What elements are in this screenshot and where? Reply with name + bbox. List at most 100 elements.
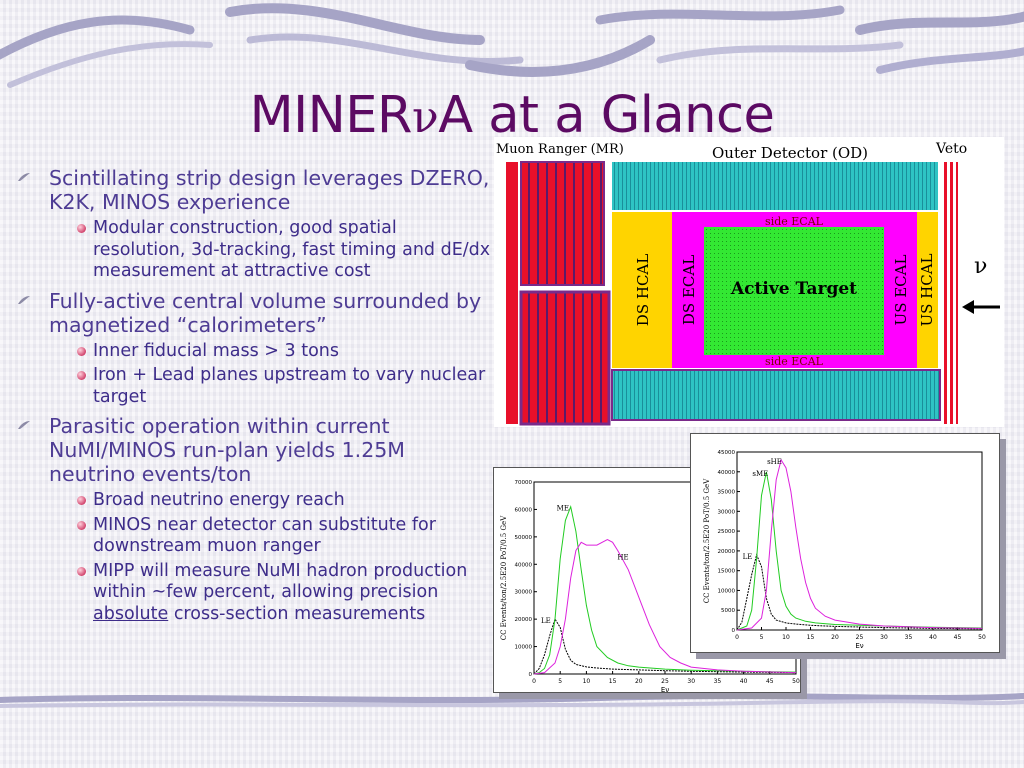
y-tick-label: 15000 <box>718 569 736 575</box>
us-hcal-block <box>917 212 938 368</box>
muon-ranger-label: Muon Ranger (MR) <box>496 142 624 157</box>
us-ecal-label: US ECAL <box>892 255 910 326</box>
bullet-marker-icon <box>18 421 30 429</box>
plot-frame <box>736 451 983 631</box>
outer-detector-label: Outer Detector (OD) <box>712 144 868 162</box>
bullet-item: Fully-active central volume surrounded b… <box>14 289 492 337</box>
neutrino-symbol: ν <box>974 254 987 279</box>
x-tick-label: 35 <box>905 634 913 641</box>
bullet-list: Scintillating strip design leverages DZE… <box>14 166 492 631</box>
bullet-group: Scintillating strip design leverages DZE… <box>14 166 492 283</box>
sub-bullet-text: Iron + Lead planes upstream to vary nucl… <box>93 365 486 407</box>
x-tick-label: 45 <box>766 678 774 685</box>
series-label-le: LE <box>541 617 551 625</box>
series-label-sme: sME <box>752 470 768 478</box>
y-tick-label: 30000 <box>718 509 736 515</box>
bullet-group: Fully-active central volume surrounded b… <box>14 289 492 409</box>
x-tick-label: 15 <box>807 634 815 641</box>
bullet-marker-icon <box>18 173 30 181</box>
y-tick-label: 40000 <box>718 470 736 476</box>
y-tick-label: 45000 <box>718 450 736 456</box>
ds-ecal-label: DS ECAL <box>680 255 698 325</box>
series-label-she: sHE <box>767 458 782 466</box>
x-axis-label: Eν <box>661 686 669 692</box>
sub-bullet-item: Broad neutrino energy reach <box>14 490 492 512</box>
y-tick-label: 10000 <box>718 588 736 594</box>
decorative-wave-top <box>0 3 1024 88</box>
side-ecal-top-label: side ECAL <box>765 215 824 228</box>
sub-bullet-text: Broad neutrino energy reach <box>93 490 345 510</box>
y-tick-label: 50000 <box>515 535 533 541</box>
x-tick-label: 20 <box>635 678 643 685</box>
veto-label: Veto <box>935 141 967 157</box>
y-tick-label: 20000 <box>515 617 533 623</box>
x-tick-label: 0 <box>735 634 739 641</box>
x-axis-label: Eν <box>855 642 863 650</box>
muon-ranger-bottom <box>519 290 611 426</box>
series-label-me: ME <box>557 505 569 513</box>
y-tick-label: 0 <box>529 672 533 678</box>
sub-bullet-text: Inner fiducial mass > 3 tons <box>93 340 339 361</box>
bullet-group: Parasitic operation within current NuMI/… <box>14 414 492 625</box>
x-tick-label: 10 <box>583 678 591 685</box>
x-tick-label: 40 <box>740 678 748 685</box>
y-axis-label: CC Events/ton/2.5E20 PoT/0.5 GeV <box>500 515 508 640</box>
series-line-sme <box>736 471 983 631</box>
sub-bullet-text: MINOS near detector can substitute for d… <box>93 514 436 557</box>
sub-bullet-text: Modular construction, good spatial resol… <box>93 218 491 281</box>
x-tick-label: 30 <box>687 678 695 685</box>
sub-bullet-dot-icon <box>77 496 86 505</box>
bullet-marker-icon <box>18 295 30 304</box>
detector-diagram: Muon Ranger (MR) Outer Detector (OD) Vet… <box>494 137 1004 427</box>
y-axis-label: CC Events/ton/2.5E20 PoT/0.5 GeV <box>703 478 711 603</box>
y-tick-label: 30000 <box>515 590 533 596</box>
plot-2-svg: 0 5 10 15 20 25 30 35 40 45 50 0 5000 10000 15000 20000… <box>703 450 986 650</box>
bullet-text: Scintillating strip design leverages DZE… <box>49 166 490 214</box>
sub-bullet-dot-icon <box>77 371 86 380</box>
active-target-label: Active Target <box>730 279 857 299</box>
side-ecal-bottom-label: side ECAL <box>765 355 824 368</box>
x-tick-label: 5 <box>558 678 562 685</box>
muon-ranger-top <box>520 161 605 286</box>
decorative-wave-bottom <box>0 693 1024 708</box>
x-tick-label: 25 <box>661 678 669 685</box>
y-tick-label: 70000 <box>515 480 533 486</box>
x-tick-label: 20 <box>831 634 839 641</box>
absolute-link[interactable]: absolute <box>93 603 169 624</box>
series-line-me <box>533 504 797 675</box>
title-nu-symbol: ν <box>411 92 439 143</box>
y-tick-label: 25000 <box>718 529 736 535</box>
slide-title: MINERνA at a Glance <box>0 86 1024 148</box>
y-tick-label: 35000 <box>718 490 736 496</box>
ds-hcal-block <box>612 212 672 368</box>
veto-block <box>942 162 958 424</box>
detector-schematic: Muon Ranger (MR) Outer Detector (OD) Vet… <box>496 141 1000 426</box>
active-target-block <box>704 227 884 355</box>
energy-spectrum-plot-2: 0 5 10 15 20 25 30 35 40 45 50 0 5000 10000 15000 20000… <box>690 433 1000 653</box>
sub-bullet-dot-icon <box>77 520 86 530</box>
y-tick-label: 20000 <box>718 549 736 555</box>
bullet-item: Parasitic operation within current NuMI/… <box>14 414 492 486</box>
bullet-text: Parasitic operation within current NuMI/… <box>49 414 405 486</box>
outer-detector-top <box>612 162 938 210</box>
y-tick-label: 5000 <box>721 608 735 614</box>
muon-ranger-plate <box>506 162 518 424</box>
x-tick-label: 40 <box>929 634 937 641</box>
sub-bullet-item: MINOS near detector can substitute for d… <box>14 515 492 558</box>
sub-bullet-text-end: cross-section measurements <box>168 603 426 624</box>
x-tick-label: 25 <box>856 634 864 641</box>
y-tick-label: 0 <box>732 628 736 634</box>
series-line-she <box>736 458 983 631</box>
y-tick-label: 40000 <box>515 562 533 568</box>
series-line-le <box>736 553 983 631</box>
sub-bullet-item: Modular construction, good spatial resol… <box>14 218 492 283</box>
us-hcal-label: US HCAL <box>918 253 936 326</box>
title-text-rest: A at a Glance <box>438 86 775 145</box>
x-tick-label: 45 <box>954 634 962 641</box>
series-label-le: LE <box>743 553 753 561</box>
sub-bullet-dot-icon <box>77 224 86 233</box>
sub-bullet-item: Inner fiducial mass > 3 tons <box>14 341 492 363</box>
x-tick-label: 35 <box>714 678 722 685</box>
x-tick-label: 0 <box>532 678 536 685</box>
x-tick-label: 10 <box>782 634 790 641</box>
